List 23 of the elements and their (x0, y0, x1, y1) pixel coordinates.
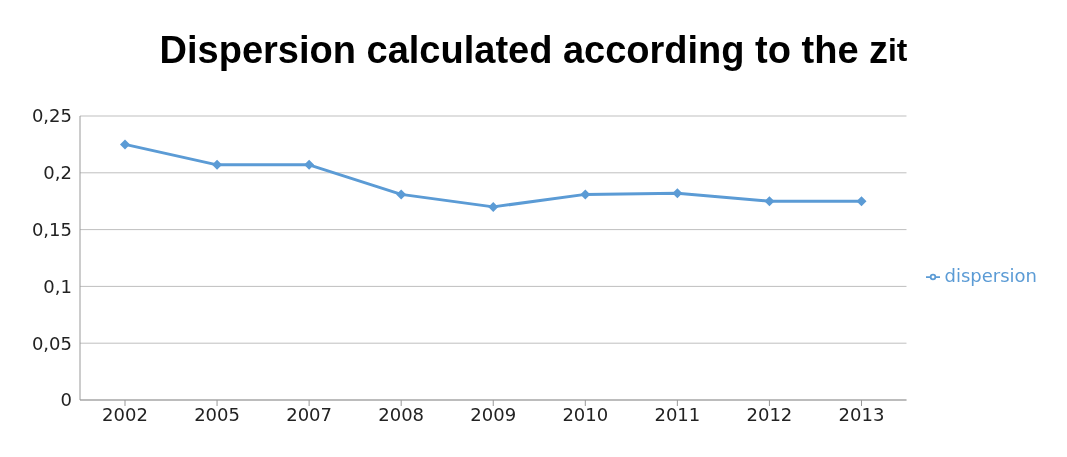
y-tick-label: 0,25 (31, 105, 72, 127)
point (396, 189, 407, 200)
legend-label: dispersion (944, 264, 1037, 286)
y-tick-label: 0,1 (43, 275, 72, 297)
x-tick-label: 2009 (470, 403, 517, 425)
y-tick-label: 0 (60, 389, 72, 411)
x-tick-label: 2002 (102, 403, 148, 425)
point (672, 188, 683, 199)
x-tick-label: 2008 (378, 403, 425, 425)
point (856, 196, 867, 207)
x-tick-label: 2010 (562, 403, 609, 425)
x-tick-label: 2012 (746, 403, 793, 425)
point (304, 159, 315, 170)
x-tick-label: 2011 (654, 403, 701, 425)
y-tick-label: 0,05 (31, 332, 72, 354)
point (488, 201, 499, 212)
y-tick-label: 0,15 (31, 218, 72, 240)
point (120, 139, 130, 150)
x-tick-label: 2007 (286, 403, 333, 425)
y-tick-label: 0,2 (43, 162, 72, 184)
x-tick-label: 2005 (194, 403, 240, 425)
point (764, 196, 775, 207)
x-tick-label: 2013 (838, 403, 885, 425)
